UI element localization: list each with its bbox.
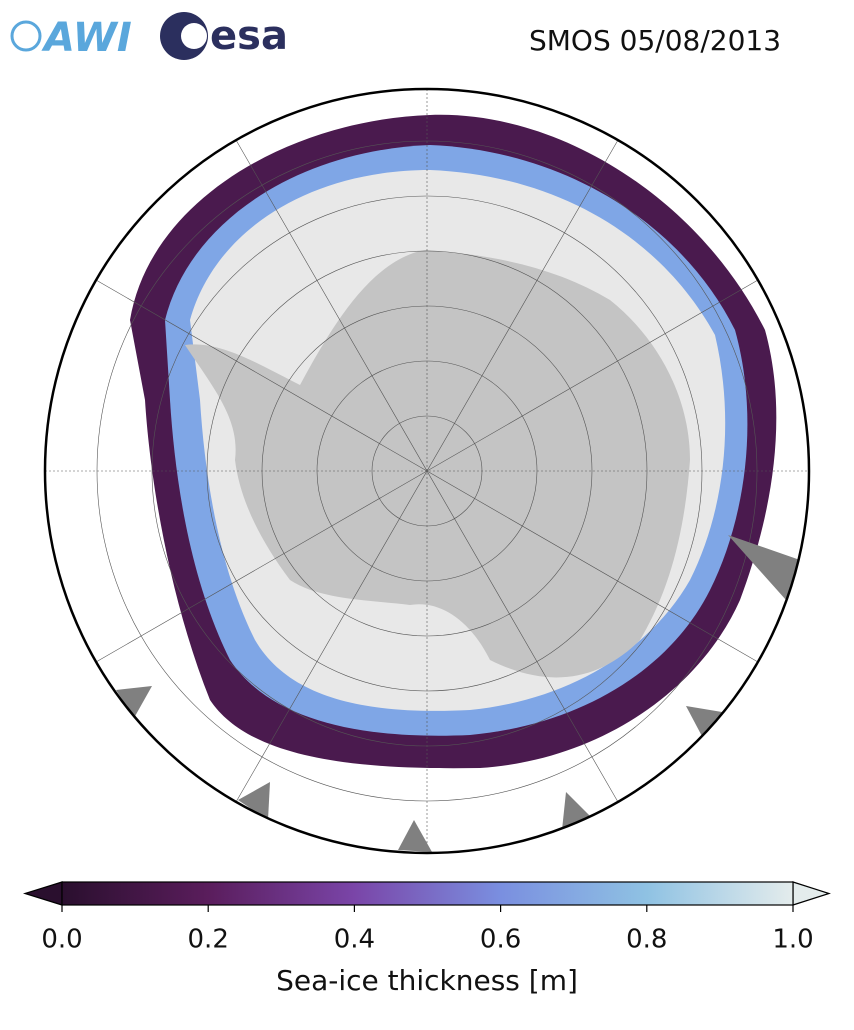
continent (185, 250, 690, 678)
colorbar-tick-label: 0.8 (626, 925, 667, 955)
colorbar-ramp (61, 881, 794, 906)
awi-logo: AWI (41, 15, 132, 61)
colorbar-extend-min (22, 881, 63, 906)
colorbar-tick-label: 0.2 (188, 925, 229, 955)
graticule (45, 89, 809, 853)
map-title: SMOS 05/08/2013 (529, 24, 781, 57)
awi-icon (10, 20, 42, 52)
land-masks (116, 535, 800, 852)
colorbar-label: Sea-ice thickness [m] (276, 964, 578, 997)
esa-logo: esa (210, 13, 288, 59)
colorbar (22, 881, 831, 906)
colorbar-extend-max (792, 881, 831, 906)
map (45, 89, 809, 853)
colorbar-tick-label: 0.0 (41, 925, 82, 955)
map-frame (43, 87, 811, 855)
esa-icon-inner (181, 23, 207, 49)
colorbar-tick-label: 1.0 (772, 925, 813, 955)
logos: AWI esa (10, 12, 288, 61)
colorbar-tick-label: 0.4 (334, 925, 375, 955)
colorbar-tick-label: 0.6 (480, 925, 521, 955)
